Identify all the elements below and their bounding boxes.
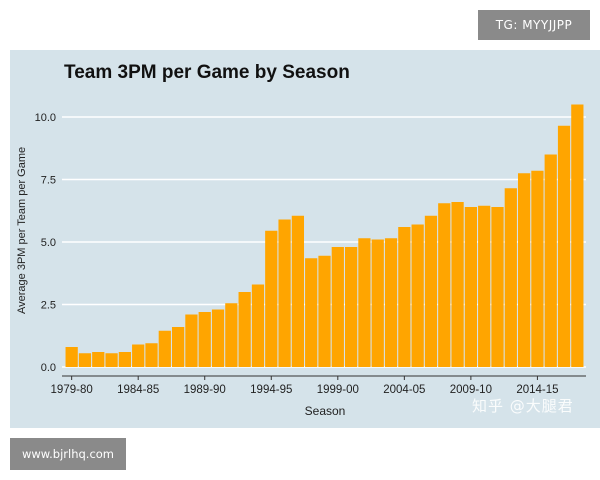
bar-1986-87	[158, 330, 171, 367]
bar-1992-93	[238, 292, 251, 367]
bar-1980-81	[78, 353, 92, 367]
site-badge: www.bjrlhq.com	[10, 438, 126, 470]
x-tick-label: 1994-95	[250, 384, 292, 396]
bar-1984-85	[132, 344, 145, 367]
y-tick-label: 7.5	[41, 175, 56, 187]
x-tick-label: 1984-85	[117, 384, 159, 396]
bar-1991-92	[225, 303, 238, 367]
bar-2010-11	[478, 205, 491, 367]
x-tick-label: 1989-90	[184, 384, 226, 396]
bar-2002-03	[371, 239, 384, 367]
x-tick-label: 2014-15	[516, 384, 558, 396]
y-axis-label: Average 3PM per Team per Game	[16, 146, 28, 314]
bar-1996-97	[291, 215, 305, 367]
bar-2009-10	[464, 207, 478, 367]
x-tick-label: 2009-10	[450, 384, 492, 396]
bar-1993-94	[251, 284, 265, 367]
bar-2001-02	[358, 238, 371, 367]
bar-1995-96	[278, 219, 291, 367]
x-tick-label: 2004-05	[383, 384, 425, 396]
bar-2008-09	[451, 202, 464, 367]
x-tick-label: 1979-80	[51, 384, 93, 396]
tg-badge: TG: MYYJJPP	[478, 10, 590, 40]
zhihu-watermark: 知乎 @大腿君	[472, 397, 574, 415]
y-tick-label: 0.0	[41, 362, 56, 374]
x-axis-label: Season	[304, 404, 346, 418]
bar-2005-06	[411, 224, 424, 367]
y-tick-label: 5.0	[41, 237, 56, 249]
bar-1997-98	[305, 258, 318, 367]
bar-1983-84	[118, 352, 132, 367]
bar-1994-95	[265, 230, 278, 367]
x-tick-label: 1999-00	[317, 384, 359, 396]
bar-2013-14	[517, 173, 531, 367]
bar-2014-15	[531, 170, 544, 367]
bar-1999-00	[331, 247, 344, 367]
chart-title: Team 3PM per Game by Season	[64, 62, 350, 83]
bar-2012-13	[504, 188, 517, 367]
bar-2003-04	[384, 238, 398, 367]
bar-1987-88	[171, 327, 185, 367]
bar-1989-90	[198, 312, 211, 367]
bar-1979-80	[65, 347, 78, 367]
bar-2006-07	[424, 215, 438, 367]
y-tick-label: 10.0	[35, 112, 56, 124]
axes: 0.0 2.5 5.0 7.5 10.0 1979-80 1984-85 1989-90 199…	[35, 112, 586, 396]
bar-2011-12	[491, 207, 504, 367]
bar-1981-82	[92, 352, 105, 367]
bar-2017-18	[571, 104, 584, 367]
bars	[65, 104, 584, 367]
bar-1988-89	[185, 314, 198, 367]
y-tick-label: 2.5	[41, 300, 56, 312]
bar-1985-86	[145, 343, 158, 367]
bar-2004-05	[398, 227, 411, 367]
bar-2015-16	[544, 154, 557, 367]
bar-2016-17	[557, 125, 571, 367]
bar-1998-99	[318, 255, 331, 367]
bar-1982-83	[105, 353, 118, 367]
bar-1990-91	[211, 309, 225, 367]
bar-2000-01	[344, 247, 358, 367]
bar-2007-08	[438, 203, 451, 367]
